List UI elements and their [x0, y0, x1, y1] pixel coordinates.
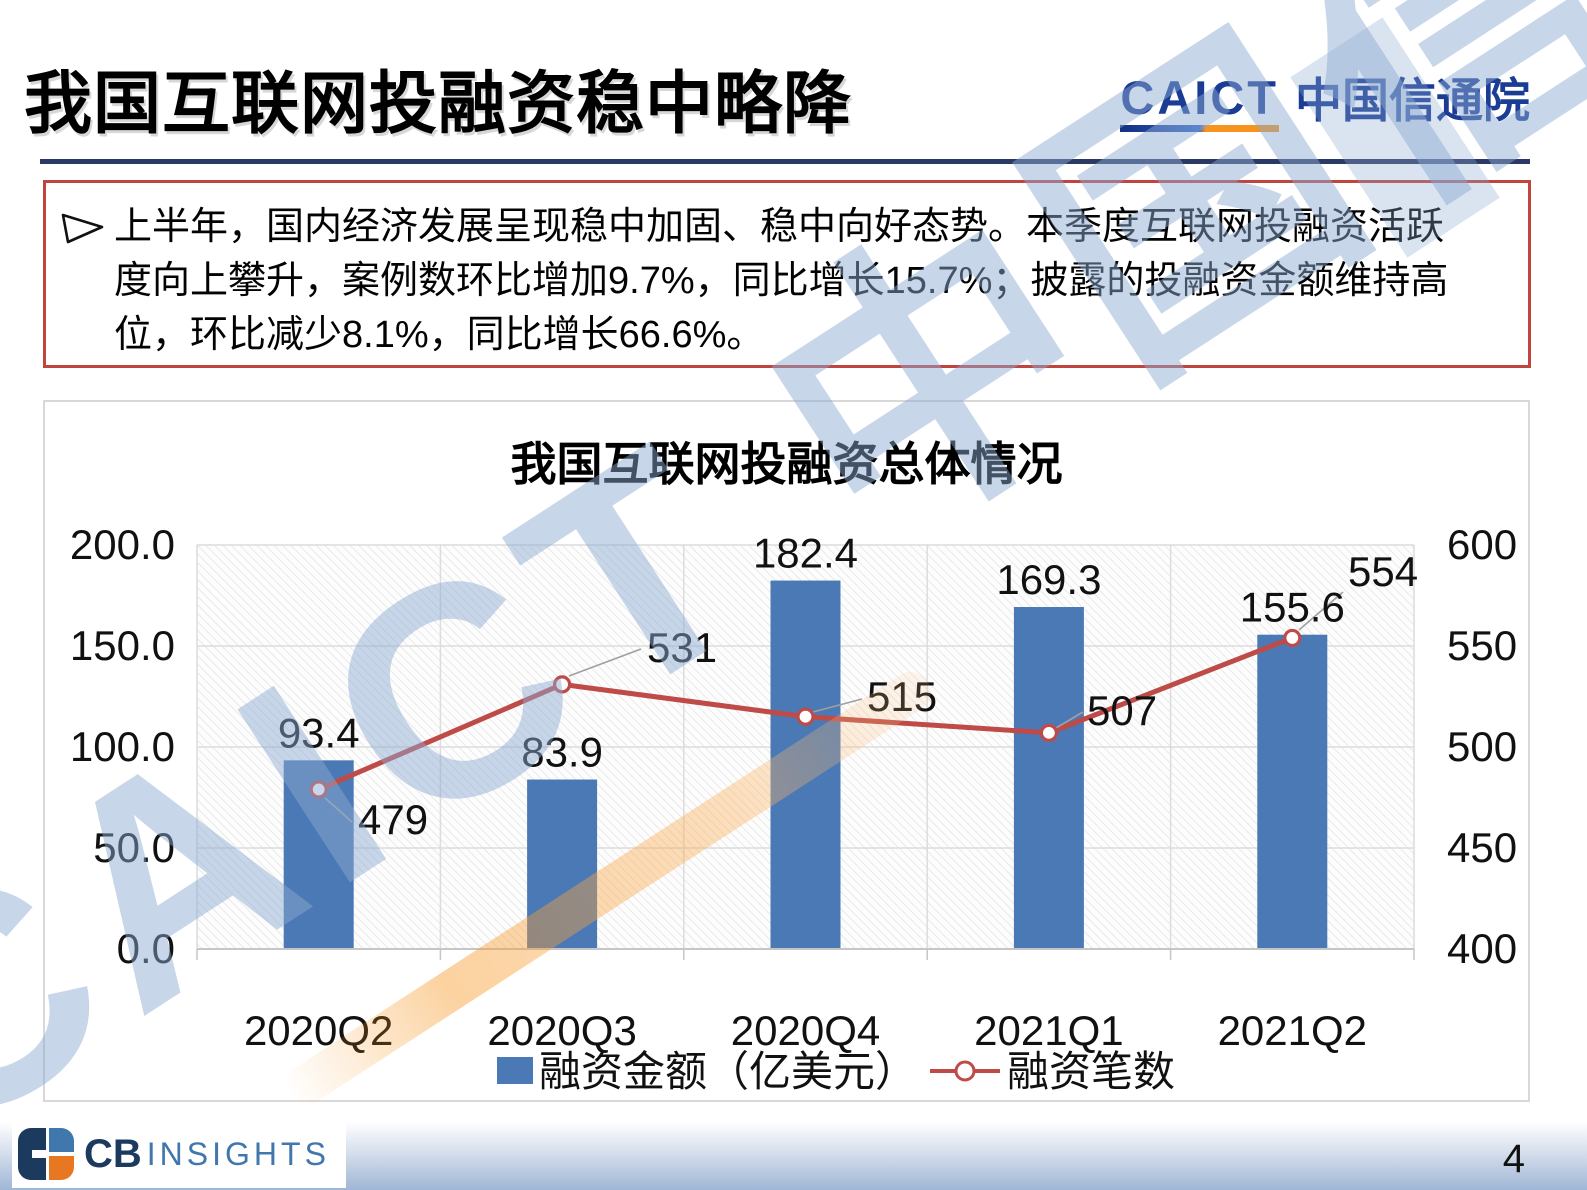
legend-line-label: 融资笔数 — [1007, 1048, 1175, 1095]
cbinsights-logo-icon — [18, 1128, 74, 1180]
line-label-2020Q3: 531 — [647, 624, 717, 671]
left-axis-label: 0.0 — [117, 925, 175, 972]
cb-mark-blue-square — [49, 1128, 74, 1152]
chart-panel: 我国互联网投融资总体情况 93.4 83.9 182.4 169.3 155.6 479 5… — [43, 400, 1530, 1102]
bar-2021Q2 — [1257, 634, 1328, 949]
caict-cn-name: 中国信通院 — [1295, 74, 1530, 127]
caict-acronym-text: CAICT — [1120, 71, 1279, 124]
page-number: 4 — [1502, 1137, 1525, 1181]
combo-chart: 93.4 83.9 182.4 169.3 155.6 479 531 515 507 554 0.… — [45, 402, 1528, 1100]
line-label-2021Q1: 507 — [1087, 687, 1157, 734]
right-axis-label: 550 — [1447, 622, 1517, 669]
line-label-2020Q4: 515 — [867, 673, 937, 720]
legend-bar-swatch — [497, 1057, 533, 1084]
page-title: 我国互联网投融资稳中略降 — [24, 66, 853, 142]
cb-mark-orange-square — [49, 1156, 74, 1180]
bar-label-2021Q1: 169.3 — [996, 556, 1101, 603]
line-label-2021Q2: 554 — [1348, 548, 1418, 595]
cb-logo-light-text: INSIGHTS — [146, 1135, 330, 1172]
label-leader-line — [812, 698, 863, 713]
cb-logo-bold-text: CB — [84, 1131, 142, 1176]
title-divider — [40, 159, 1530, 164]
x-category-label: 2020Q4 — [731, 1007, 880, 1054]
left-axis-label: 200.0 — [70, 521, 175, 568]
marker-2020Q4 — [796, 707, 815, 726]
x-category-label: 2021Q1 — [974, 1007, 1123, 1054]
x-category-label: 2020Q2 — [244, 1007, 393, 1054]
left-axis-label: 150.0 — [70, 622, 175, 669]
right-axis-label: 600 — [1447, 521, 1517, 568]
bar-2021Q1 — [1013, 607, 1084, 949]
cb-mark-notch — [32, 1150, 46, 1158]
label-leader-line — [568, 648, 642, 677]
label-leader-line — [324, 797, 353, 823]
bar-2020Q4 — [770, 580, 841, 949]
marker-2021Q1 — [1039, 723, 1059, 742]
x-category-label: 2021Q2 — [1218, 1007, 1367, 1054]
caict-logo-acronym-block: CAICT — [1120, 74, 1279, 132]
chart-title: 我国互联网投融资总体情况 — [510, 438, 1063, 490]
bar-2020Q3 — [527, 779, 598, 949]
label-leader-line — [1298, 591, 1344, 631]
cbinsights-logo: CB INSIGHTS — [12, 1120, 346, 1188]
bullet-arrow-icon — [61, 213, 104, 244]
marker-2020Q3 — [552, 675, 572, 694]
label-leader-line — [1055, 711, 1084, 729]
legend-line-marker — [954, 1060, 976, 1082]
x-category-label: 2020Q3 — [487, 1007, 636, 1054]
combo-chart-svg: 93.4 83.9 182.4 169.3 155.6 479 531 515 507 554 0.… — [70, 521, 1517, 1095]
right-axis-label: 500 — [1447, 723, 1517, 770]
summary-box: 上半年，国内经济发展呈现稳中加固、稳中向好态势。本季度互联网投融资活跃度向上攀升… — [43, 180, 1531, 368]
summary-text: 上半年，国内经济发展呈现稳中加固、稳中向好态势。本季度互联网投融资活跃度向上攀升… — [114, 206, 1449, 356]
bar-label-2020Q3: 83.9 — [521, 729, 603, 776]
bar-label-2020Q2: 93.4 — [278, 709, 360, 756]
caict-logo: CAICT 中国信通院 — [1120, 74, 1530, 132]
legend-bar-label: 融资金额（亿美元） — [539, 1048, 917, 1095]
marker-2021Q2 — [1283, 628, 1302, 648]
marker-2020Q2 — [309, 780, 328, 799]
line-label-2020Q2: 479 — [358, 796, 428, 843]
left-axis-label: 100.0 — [70, 723, 175, 770]
caict-logo-underline — [1120, 125, 1279, 132]
right-axis-label: 450 — [1447, 824, 1517, 871]
left-axis-label: 50.0 — [93, 824, 175, 871]
right-axis-label: 400 — [1447, 925, 1517, 972]
bar-label-2020Q4: 182.4 — [753, 530, 858, 577]
bar-label-2021Q2: 155.6 — [1240, 584, 1345, 631]
